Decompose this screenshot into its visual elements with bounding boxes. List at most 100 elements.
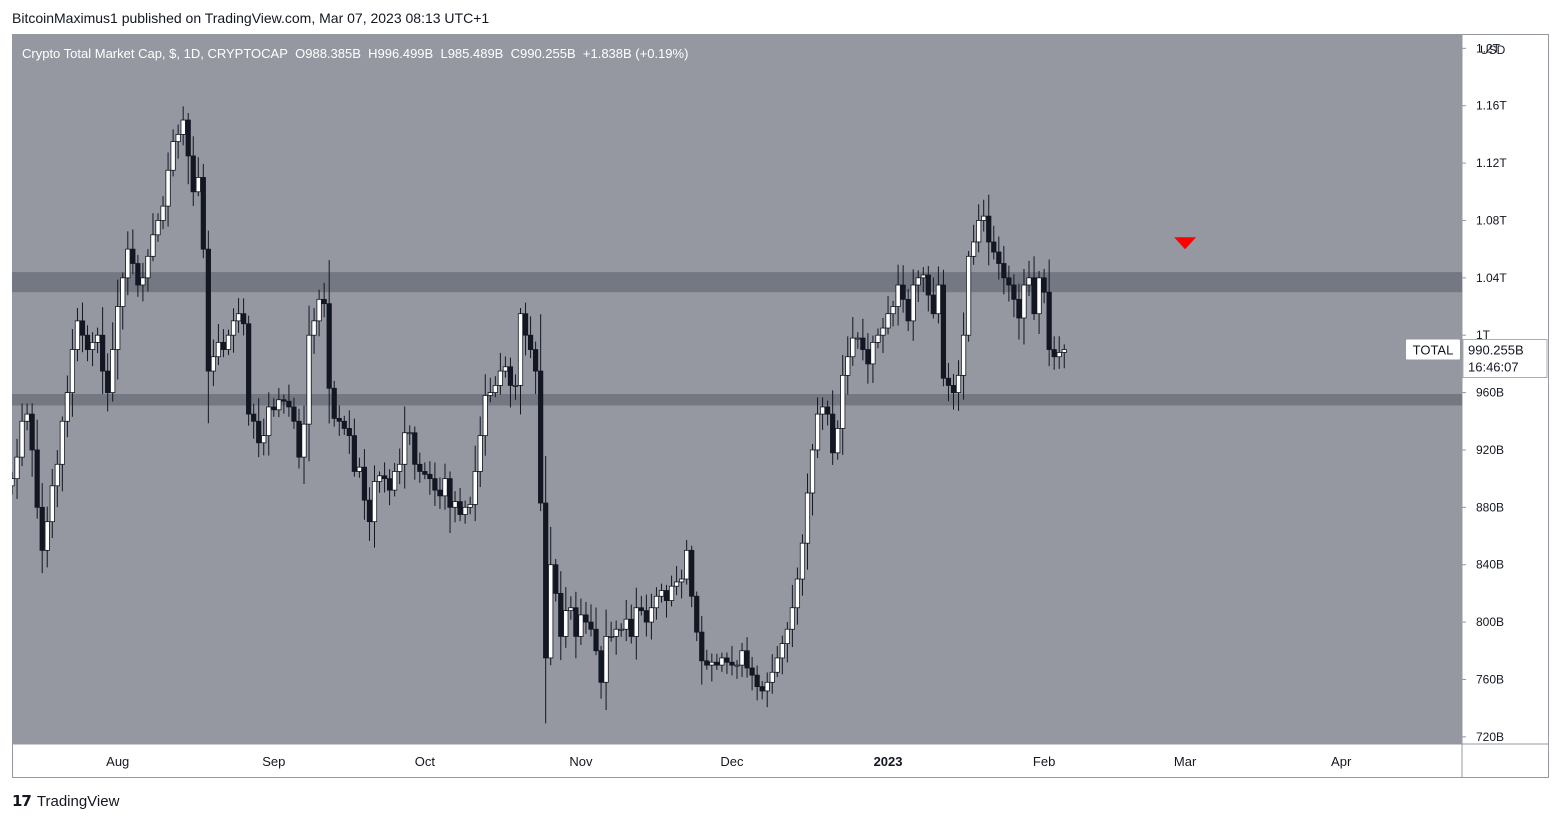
candle-down [34, 449, 40, 508]
candle-down [940, 284, 947, 379]
candle-down [1006, 277, 1012, 286]
candle-up [608, 636, 614, 638]
candle-up [140, 277, 146, 286]
candle-down [900, 284, 906, 300]
candle-up [235, 313, 242, 322]
candle-up [477, 435, 483, 472]
candle-up [316, 298, 322, 322]
candle-down [447, 478, 453, 508]
x-tick-label: 2023 [874, 754, 903, 769]
legend-open-label: O [295, 46, 306, 61]
candle-up [467, 504, 473, 508]
candle-up [225, 334, 232, 350]
y-tick-label: 1.04T [1476, 271, 1507, 285]
candle-up [115, 306, 121, 350]
candle-down [704, 660, 710, 666]
candle-up [734, 664, 740, 667]
candle-up [502, 366, 509, 372]
candle-up [880, 327, 886, 336]
candle-down [925, 274, 931, 296]
candle-down [341, 420, 347, 429]
candle-down [588, 621, 594, 630]
candle-up [548, 564, 554, 659]
candle-up [920, 274, 926, 279]
candle-up [709, 661, 715, 666]
plot-area [12, 34, 1462, 744]
candle-up [175, 134, 181, 142]
candle-up [276, 399, 282, 411]
candle-up [774, 657, 780, 673]
y-tick-label: 1.16T [1476, 99, 1507, 113]
legend-open-value: 988.385B [305, 46, 361, 61]
x-tick-label: Mar [1174, 754, 1197, 769]
candle-down [1011, 284, 1017, 300]
candle-down [553, 564, 559, 594]
candle-down [583, 614, 589, 623]
candle-up [668, 585, 675, 601]
candle-up [150, 234, 156, 257]
candle-up [59, 420, 65, 465]
candle-up [306, 334, 312, 425]
candle-down [100, 334, 106, 372]
candle-up [769, 671, 775, 683]
candle-up [965, 255, 972, 336]
candle-up [180, 119, 186, 135]
down-triangle-marker [1174, 237, 1197, 250]
candle-up [578, 614, 584, 637]
candle-down [130, 248, 136, 264]
candle-down [638, 607, 644, 612]
candle-up [739, 650, 745, 666]
candle-down [860, 337, 866, 350]
legend-high-value: 996.499B [377, 46, 434, 61]
x-tick-label: Nov [569, 754, 593, 769]
candle-down [240, 313, 247, 325]
candle-up [74, 320, 81, 350]
y-tick-label: 960B [1476, 386, 1504, 400]
candle-down [200, 177, 206, 250]
candle-down [865, 349, 871, 365]
candle-up [1036, 277, 1042, 315]
candle-down [950, 385, 957, 393]
candle-up [512, 385, 519, 387]
price-tag-box [1462, 339, 1548, 378]
candle-down [326, 303, 332, 389]
candle-up [492, 385, 498, 393]
candle-up [955, 374, 962, 393]
candle-up [840, 374, 846, 429]
price-tag-symbol-box [1406, 339, 1460, 360]
candle-up [110, 349, 116, 393]
candle-up [971, 241, 977, 257]
candle-up [623, 618, 629, 630]
candle-down [507, 366, 514, 386]
candle-down [1016, 298, 1022, 319]
footer-brand[interactable]: 𝟭𝟳 TradingView [12, 792, 119, 811]
tradingview-logo-icon: 𝟭𝟳 [12, 793, 32, 810]
x-tick-label: Dec [720, 754, 744, 769]
candle-down [996, 251, 1002, 264]
candle-down [1051, 349, 1057, 358]
horizontal-zone [12, 272, 1462, 293]
candle-down [1041, 277, 1047, 293]
candle-down [135, 263, 141, 286]
candle-down [754, 674, 760, 688]
candle-down [417, 463, 423, 472]
candle-down [744, 650, 750, 669]
y-tick-label: 920B [1476, 443, 1504, 457]
candle-up [376, 475, 383, 482]
candle-down [422, 471, 428, 475]
candle-down [256, 420, 262, 444]
candle-down [573, 607, 579, 637]
candle-up [679, 578, 685, 583]
y-tick-label: 880B [1476, 500, 1504, 514]
candle-down [1046, 291, 1052, 350]
candle-up [890, 306, 896, 315]
candle-up [125, 248, 131, 279]
x-tick-label: Aug [106, 754, 129, 769]
price-chart[interactable]: 720B 760B 800B 840B 880B 920B 960B 1T 1.04T 1.08T… [12, 34, 1549, 778]
candle-up [64, 392, 70, 422]
candle-up [814, 413, 821, 451]
x-tick-label: Apr [1331, 754, 1352, 769]
candle-down [381, 475, 388, 480]
candle-up [603, 636, 609, 683]
candle-up [94, 334, 101, 343]
